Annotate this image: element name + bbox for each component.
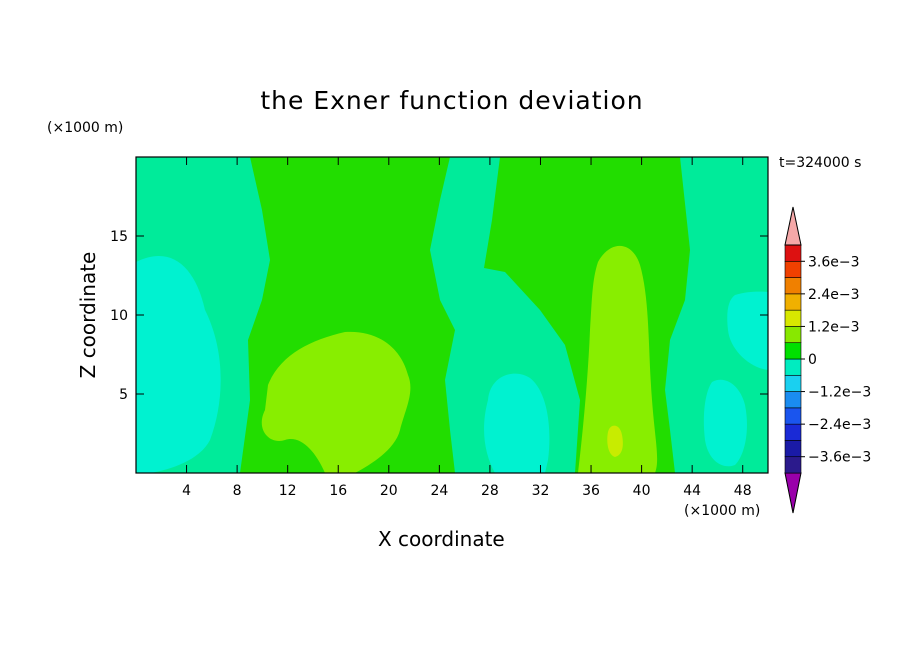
colorbar-min-triangle [784,472,802,514]
colorbar: 3.6e−3 2.4e−3 1.2e−3 0 −1.2e−3 −2.4e−3 −3.6e−3 [784,206,871,514]
x-tick-label: 32 [532,483,550,499]
region-left-cyan [136,255,221,473]
x-tick-label: 40 [633,483,651,499]
y-tick-label: 15 [110,229,128,245]
region-lightgreen-38 [578,245,658,473]
x-tick-label: 36 [582,483,600,499]
colorbar-band [784,260,802,278]
x-axis-label: X coordinate [378,527,505,551]
colorbar-max-triangle [784,206,802,246]
x-tick-label: 12 [279,483,297,499]
colorbar-band [784,342,802,360]
x-ticks: 4 8 12 16 20 24 28 32 36 40 44 48 [182,157,752,499]
colorbar-band [784,391,802,409]
y-tick-label: 10 [110,308,128,324]
colorbar-label: 0 [808,352,817,368]
colorbar-band [784,423,802,441]
region-yellowgreen-38 [607,425,623,457]
colorbar-band [784,440,802,458]
contour-field [136,157,768,473]
colorbar-label: 1.2e−3 [808,319,860,335]
y-tick-label: 5 [119,387,128,403]
region-cyan-30 [484,373,550,473]
colorbar-label: 3.6e−3 [808,254,860,270]
x-tick-label: 8 [233,483,242,499]
colorbar-band [784,326,802,344]
colorbar-label: 2.4e−3 [808,287,860,303]
colorbar-band [784,293,802,311]
colorbar-band [784,309,802,327]
colorbar-band [784,358,802,376]
x-unit-label: (×1000 m) [684,503,761,519]
colorbar-band [784,277,802,295]
time-label: t=324000 s [779,155,862,171]
x-tick-label: 24 [430,483,448,499]
x-tick-label: 16 [329,483,347,499]
z-unit-label: (×1000 m) [47,120,124,136]
colorbar-band [784,456,802,474]
colorbar-band [784,374,802,392]
x-tick-label: 4 [182,483,191,499]
x-tick-label: 48 [734,483,752,499]
x-tick-label: 20 [380,483,398,499]
colorbar-label: −2.4e−3 [808,417,871,433]
colorbar-label: −3.6e−3 [808,450,871,466]
region-lightgreen-16 [261,331,411,473]
colorbar-label: −1.2e−3 [808,385,871,401]
x-tick-label: 44 [683,483,701,499]
region-right-cyan-lower [703,379,747,467]
y-ticks: 5 10 15 [110,229,768,403]
x-tick-label: 28 [481,483,499,499]
region-right-teal [665,157,768,473]
region-right-cyan-upper [727,291,768,370]
region-center-teal [430,157,580,473]
colorbar-band [784,407,802,425]
chart-title: the Exner function deviation [260,86,644,115]
colorbar-band [784,244,802,262]
